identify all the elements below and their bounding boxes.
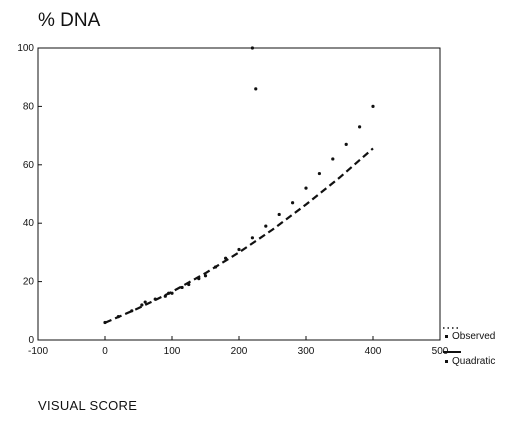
legend-observed-label: Observed xyxy=(452,331,495,342)
observed-point xyxy=(250,236,254,240)
y-tick-label: 60 xyxy=(23,160,35,171)
x-axis-title: VISUAL SCORE xyxy=(38,398,138,413)
x-tick-label: 400 xyxy=(365,346,382,357)
observed-point xyxy=(304,186,308,190)
observed-point xyxy=(344,142,348,146)
y-axis-title: % DNA xyxy=(38,10,101,31)
legend-observed-marker xyxy=(445,335,448,338)
observed-point xyxy=(317,171,321,176)
observed-point xyxy=(237,247,241,252)
y-tick-label: 0 xyxy=(28,335,34,346)
observed-point xyxy=(250,46,254,50)
observed-point xyxy=(277,212,281,217)
x-tick-label: 200 xyxy=(231,346,248,357)
observed-point xyxy=(254,87,258,91)
observed-point xyxy=(180,285,184,290)
observed-point xyxy=(331,157,335,161)
y-tick-label: 20 xyxy=(23,277,35,288)
observed-point xyxy=(291,201,295,205)
y-tick-label: 80 xyxy=(23,101,35,112)
x-tick-label: 300 xyxy=(298,346,315,357)
plot-frame xyxy=(37,47,441,341)
observed-point xyxy=(143,300,147,304)
quadratic-line xyxy=(104,147,374,324)
x-tick-label: 100 xyxy=(164,346,181,357)
observed-point xyxy=(371,104,375,108)
x-tick-label: -100 xyxy=(28,346,48,357)
x-tick-label: 0 xyxy=(102,346,108,357)
legend-quadratic-label: Quadratic xyxy=(452,356,495,367)
x-tick-label: 500 xyxy=(432,346,449,357)
observed-point xyxy=(358,125,362,129)
observed-point xyxy=(264,224,268,228)
y-tick-label: 40 xyxy=(23,218,35,229)
legend-quadratic-marker xyxy=(445,360,448,363)
y-tick-label: 100 xyxy=(17,43,34,54)
observed-point xyxy=(203,274,208,278)
